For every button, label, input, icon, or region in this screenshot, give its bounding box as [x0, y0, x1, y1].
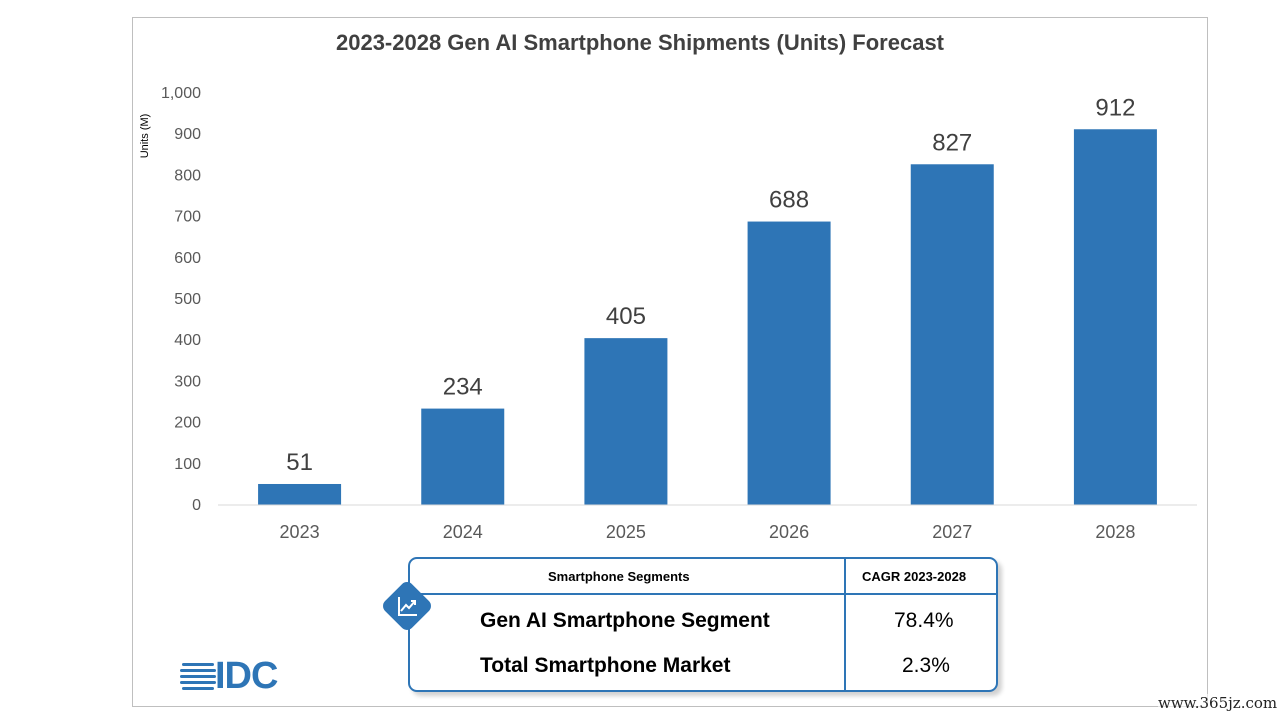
- table-row-segment: Total Smartphone Market: [480, 654, 731, 677]
- bar: [584, 338, 668, 505]
- bar: [421, 408, 505, 505]
- table-row-segment: Gen AI Smartphone Segment: [480, 609, 770, 632]
- y-tick-label: 100: [174, 456, 201, 473]
- bar: [1073, 129, 1157, 506]
- trend-up-chart-icon: [398, 597, 417, 616]
- bar: [258, 483, 342, 505]
- y-tick-label: 400: [174, 332, 201, 349]
- data-label: 912: [1095, 94, 1135, 121]
- chart-title: 2023-2028 Gen AI Smartphone Shipments (U…: [335, 30, 945, 55]
- table-row-cagr: 78.4%: [894, 609, 954, 632]
- idc-logo-icon: [180, 663, 216, 690]
- data-label: 234: [443, 374, 483, 401]
- data-label: 827: [932, 129, 972, 156]
- y-tick-label: 600: [174, 250, 201, 267]
- table-divider-vertical: [844, 559, 846, 690]
- table-header-cagr: CAGR 2023-2028: [862, 569, 967, 584]
- y-tick-label: 800: [174, 167, 201, 184]
- y-tick-label: 500: [174, 291, 201, 308]
- y-tick-label: 300: [174, 373, 201, 390]
- data-label: 405: [606, 303, 646, 330]
- x-tick-label: 2028: [1095, 522, 1135, 542]
- y-tick-label: 1,000: [161, 85, 201, 102]
- logo-text: IDC: [215, 655, 278, 697]
- y-tick-label: 900: [174, 126, 201, 143]
- x-tick-label: 2027: [932, 522, 972, 542]
- table-header-segment: Smartphone Segments: [548, 569, 690, 584]
- bar: [910, 164, 994, 505]
- x-tick-label: 2025: [606, 522, 646, 542]
- bar: [747, 221, 831, 505]
- y-tick-label: 700: [174, 209, 201, 226]
- y-tick-label: 200: [174, 415, 201, 432]
- x-tick-label: 2024: [443, 522, 483, 542]
- data-label: 688: [769, 187, 809, 214]
- data-label: 51: [286, 449, 313, 476]
- table-divider-horizontal: [410, 593, 996, 595]
- y-tick-label: 0: [192, 497, 201, 514]
- x-tick-label: 2026: [769, 522, 809, 542]
- x-tick-label: 2023: [280, 522, 320, 542]
- table-row-cagr: 2.3%: [902, 654, 950, 677]
- watermark: www.365jz.com: [1158, 694, 1278, 712]
- segments-table: Smartphone Segments CAGR 2023-2028 Gen A…: [408, 557, 998, 692]
